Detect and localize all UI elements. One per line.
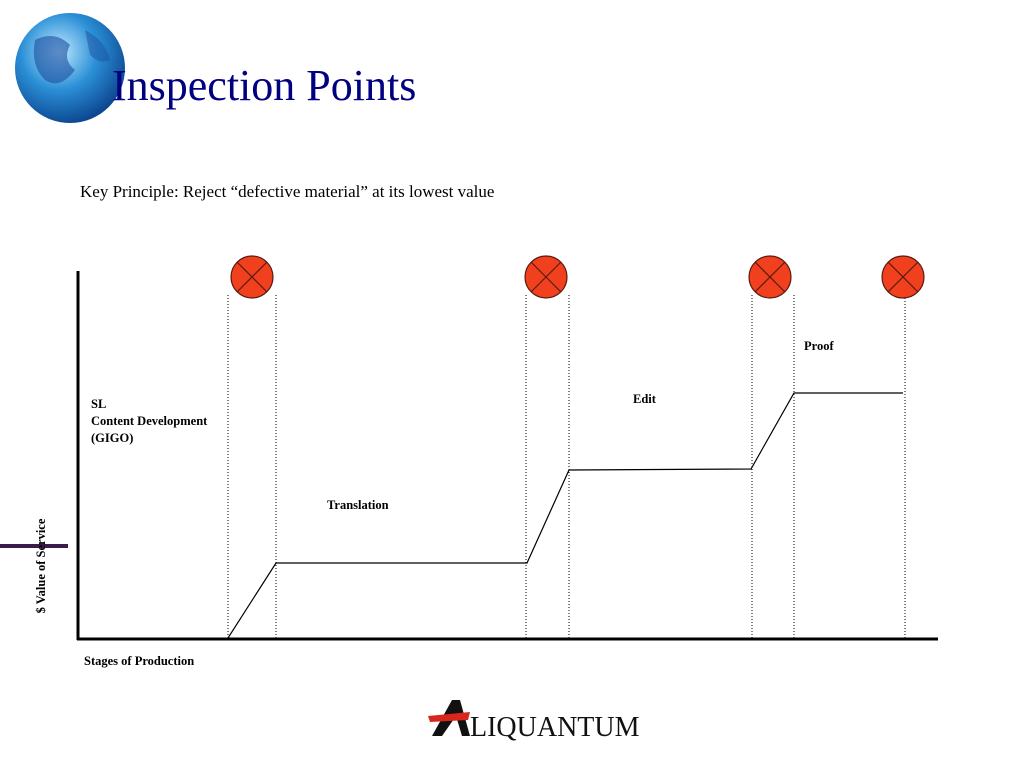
diagram <box>76 255 938 641</box>
stage-label: SL <box>91 397 106 411</box>
stage-label: Content Development <box>91 414 208 428</box>
stage-label: Edit <box>633 392 657 406</box>
stage-labels: SL Content Development (GIGO) Translation Ed… <box>91 339 834 512</box>
stage-label: (GIGO) <box>91 431 133 445</box>
logo-text: LIQUANTUM <box>470 712 640 743</box>
y-axis-label: $ Value of Service <box>34 518 48 613</box>
x-axis-label: Stages of Production <box>84 654 194 668</box>
stage-label: Proof <box>804 339 834 353</box>
globe-icon <box>15 13 125 123</box>
logo: LIQUANTUM <box>428 700 640 743</box>
stage-label: Translation <box>327 498 389 512</box>
key-principle: Key Principle: Reject “defective materia… <box>80 182 494 201</box>
slide-title: Inspection Points <box>112 61 416 110</box>
